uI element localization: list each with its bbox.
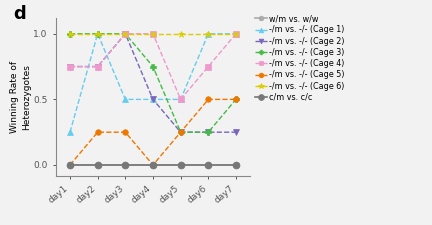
- Legend: w/m vs. w/w, -/m vs. -/- (Cage 1), -/m vs. -/- (Cage 2), -/m vs. -/- (Cage 3), -: w/m vs. w/w, -/m vs. -/- (Cage 1), -/m v…: [254, 14, 345, 102]
- Text: d: d: [13, 5, 26, 23]
- Y-axis label: Winning Rate of
Heterozygotes: Winning Rate of Heterozygotes: [10, 61, 31, 133]
